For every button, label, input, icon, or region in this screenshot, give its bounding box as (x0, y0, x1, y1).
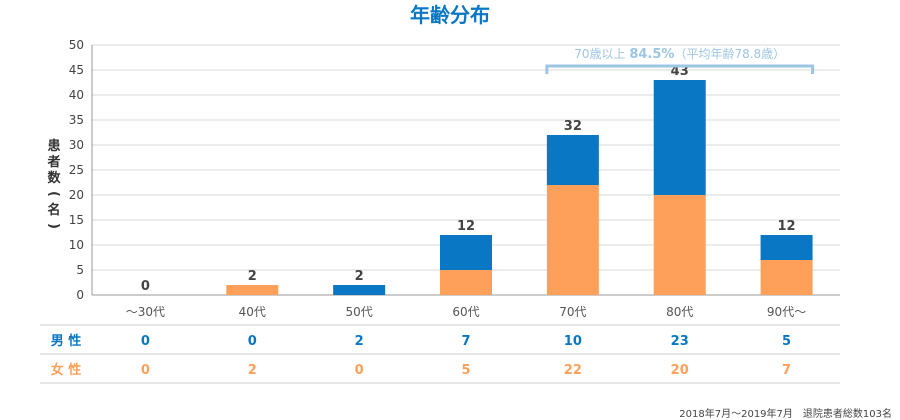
y-axis-label: 患者数 ( 名) (46, 138, 61, 229)
bar-total-3: 12 (457, 219, 475, 234)
x-tick-0: 〜30代 (126, 305, 165, 319)
x-tick-1: 40代 (239, 305, 266, 319)
annotation-percent: 84.5% (629, 47, 674, 62)
bar-total-0: 0 (141, 279, 150, 294)
y-tick-25: 25 (69, 163, 84, 177)
table-cell-0-6: 5 (782, 334, 791, 349)
y-label-char: 者 (46, 154, 60, 170)
bar-female-6 (760, 260, 813, 295)
gridlines (91, 44, 840, 296)
y-axis-ticks: 0 5 10 15 20 25 30 35 40 45 50 (69, 38, 84, 302)
y-tick-0: 0 (76, 288, 84, 302)
table-cell-1-5: 20 (671, 363, 689, 378)
annotation-suffix: （平均年齢78.8歳） (674, 46, 785, 61)
bar-female-4 (546, 185, 599, 295)
x-tick-5: 80代 (666, 305, 693, 319)
table-cell-0-1: 0 (248, 334, 257, 349)
y-tick-20: 20 (69, 188, 84, 202)
table-row-label-1: 女 性 (51, 362, 82, 378)
x-tick-6: 90代〜 (767, 305, 806, 319)
annotation-prefix: 70歳以上 (574, 47, 629, 61)
bar-total-4: 32 (564, 119, 582, 134)
table-cell-0-0: 0 (141, 334, 150, 349)
table-cell-1-3: 5 (461, 363, 470, 378)
table-cell-1-0: 0 (141, 363, 150, 378)
annotation-bracket (545, 64, 815, 74)
table-cell-0-5: 23 (671, 334, 689, 349)
table-cell-1-6: 7 (782, 363, 791, 378)
bar-total-1: 2 (248, 269, 257, 284)
bar-female-3 (440, 270, 492, 295)
x-tick-4: 70代 (559, 305, 586, 319)
y-tick-40: 40 (69, 88, 84, 102)
data-table: 男 性 0 0 2 7 10 23 5女 性 0 2 0 5 22 20 7 (40, 324, 840, 384)
bar-totals: 0 2 2 12 32 43 12 (141, 64, 796, 294)
x-tick-2: 50代 (346, 305, 373, 319)
chart-title: 年齢分布 (410, 3, 490, 27)
table-cell-0-4: 10 (564, 334, 582, 349)
bar-total-2: 2 (355, 269, 364, 284)
bar-female-1 (226, 285, 279, 295)
y-label-char: ( (46, 191, 61, 197)
footnote: 2018年7月〜2019年7月 退院患者総数103名 (679, 407, 892, 420)
y-tick-5: 5 (76, 263, 84, 277)
bars (226, 80, 813, 295)
bar-male-6 (760, 235, 813, 260)
table-cell-0-2: 2 (355, 334, 364, 349)
table-cell-1-4: 22 (564, 363, 582, 378)
x-axis-categories: 〜30代 40代 50代 60代 70代 80代 90代〜 (126, 305, 806, 319)
y-tick-30: 30 (69, 138, 84, 152)
y-tick-10: 10 (69, 238, 84, 252)
y-label-char: ) (46, 223, 61, 229)
y-label-char: 患 (47, 138, 60, 154)
bar-male-3 (440, 235, 492, 270)
bar-male-4 (546, 135, 599, 185)
table-row-label-0: 男 性 (51, 333, 82, 349)
y-label-char: 数 (47, 170, 61, 186)
y-tick-45: 45 (69, 63, 84, 77)
bar-total-5: 43 (671, 64, 689, 79)
annotation-text: 70歳以上 84.5%（平均年齢78.8歳） (574, 46, 785, 62)
table-cell-1-2: 0 (355, 363, 364, 378)
age-annotation: 70歳以上 84.5%（平均年齢78.8歳） (545, 46, 815, 74)
x-tick-3: 60代 (452, 305, 479, 319)
y-tick-35: 35 (69, 113, 84, 127)
table-cell-1-1: 2 (248, 363, 257, 378)
bar-male-5 (653, 80, 706, 195)
bar-male-2 (333, 285, 386, 295)
y-label-char: 名 (47, 202, 60, 218)
table-cell-0-3: 7 (461, 334, 470, 349)
bar-total-6: 12 (778, 219, 796, 234)
bar-female-5 (653, 195, 706, 295)
y-tick-50: 50 (69, 38, 84, 52)
y-tick-15: 15 (69, 213, 84, 227)
